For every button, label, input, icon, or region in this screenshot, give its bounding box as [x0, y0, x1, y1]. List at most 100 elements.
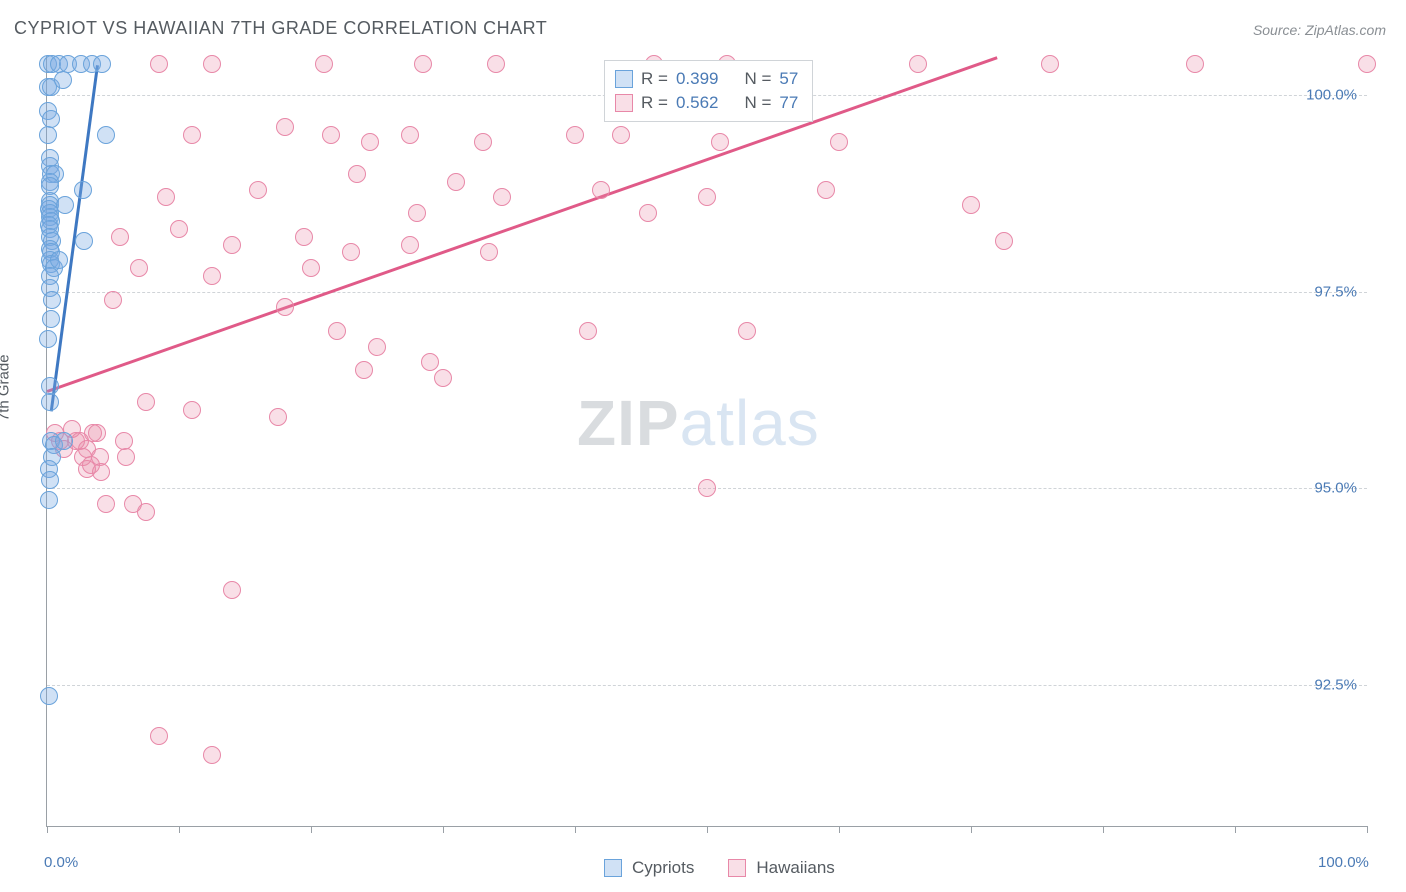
scatter-marker [909, 55, 927, 73]
scatter-marker [817, 181, 835, 199]
scatter-marker [592, 181, 610, 199]
scatter-marker [117, 448, 135, 466]
scatter-marker [342, 243, 360, 261]
x-tick [1103, 826, 1104, 833]
scatter-marker [1358, 55, 1376, 73]
scatter-marker [104, 291, 122, 309]
x-tick [443, 826, 444, 833]
scatter-marker [315, 55, 333, 73]
watermark-part1: ZIP [577, 387, 680, 459]
scatter-marker [401, 236, 419, 254]
y-tick-label: 100.0% [1306, 87, 1357, 104]
legend-swatch [728, 859, 746, 877]
scatter-marker [249, 181, 267, 199]
scatter-marker [493, 188, 511, 206]
scatter-marker [962, 196, 980, 214]
scatter-marker [711, 133, 729, 151]
gridline [47, 685, 1367, 686]
legend-swatch [615, 94, 633, 112]
legend-swatch [615, 70, 633, 88]
scatter-marker [92, 463, 110, 481]
scatter-marker [55, 432, 73, 450]
scatter-marker [269, 408, 287, 426]
scatter-marker [355, 361, 373, 379]
watermark: ZIPatlas [577, 386, 820, 460]
r-value: 0.399 [676, 69, 719, 89]
scatter-marker [738, 322, 756, 340]
scatter-marker [170, 220, 188, 238]
n-label: N = [744, 93, 771, 113]
scatter-marker [150, 727, 168, 745]
x-tick [311, 826, 312, 833]
plot-area: ZIPatlas 92.5%95.0%97.5%100.0% [46, 56, 1367, 827]
scatter-marker [42, 310, 60, 328]
bottom-legend: Cypriots Hawaiians [604, 858, 859, 878]
x-tick [47, 826, 48, 833]
scatter-marker [830, 133, 848, 151]
trend-line [47, 56, 998, 392]
scatter-marker [474, 133, 492, 151]
legend-swatch [604, 859, 622, 877]
x-tick [179, 826, 180, 833]
scatter-marker [1041, 55, 1059, 73]
scatter-marker [203, 267, 221, 285]
x-tick [707, 826, 708, 833]
scatter-marker [995, 232, 1013, 250]
scatter-marker [97, 495, 115, 513]
x-tick [839, 826, 840, 833]
scatter-marker [421, 353, 439, 371]
scatter-marker [276, 298, 294, 316]
x-tick-label: 100.0% [1318, 854, 1369, 871]
scatter-marker [54, 71, 72, 89]
scatter-marker [203, 746, 221, 764]
n-value: 57 [779, 69, 798, 89]
legend-label: Hawaiians [756, 858, 834, 878]
scatter-marker [698, 479, 716, 497]
scatter-marker [183, 401, 201, 419]
r-label: R = [641, 69, 668, 89]
scatter-marker [39, 126, 57, 144]
scatter-marker [408, 204, 426, 222]
scatter-marker [41, 393, 59, 411]
watermark-part2: atlas [680, 387, 820, 459]
scatter-marker [183, 126, 201, 144]
scatter-marker [348, 165, 366, 183]
source-attribution: Source: ZipAtlas.com [1253, 22, 1386, 38]
scatter-marker [97, 126, 115, 144]
chart-title: CYPRIOT VS HAWAIIAN 7TH GRADE CORRELATIO… [14, 18, 547, 39]
scatter-marker [579, 322, 597, 340]
n-value: 77 [779, 93, 798, 113]
scatter-marker [88, 424, 106, 442]
scatter-marker [322, 126, 340, 144]
scatter-marker [40, 491, 58, 509]
scatter-marker [39, 330, 57, 348]
n-label: N = [744, 69, 771, 89]
scatter-marker [223, 581, 241, 599]
scatter-marker [414, 55, 432, 73]
y-tick-label: 95.0% [1314, 480, 1357, 497]
gridline [47, 292, 1367, 293]
scatter-marker [1186, 55, 1204, 73]
y-axis-label: 7th Grade [0, 354, 13, 421]
stats-row: R =0.562N =77 [615, 91, 798, 115]
stats-legend-box: R =0.399N =57R =0.562N =77 [604, 60, 813, 122]
scatter-marker [43, 291, 61, 309]
scatter-marker [157, 188, 175, 206]
scatter-marker [295, 228, 313, 246]
scatter-marker [137, 503, 155, 521]
x-tick [1235, 826, 1236, 833]
scatter-marker [566, 126, 584, 144]
x-tick-label: 0.0% [44, 854, 78, 871]
r-label: R = [641, 93, 668, 113]
legend-label: Cypriots [632, 858, 694, 878]
scatter-marker [302, 259, 320, 277]
scatter-marker [639, 204, 657, 222]
y-tick-label: 97.5% [1314, 283, 1357, 300]
chart-container: CYPRIOT VS HAWAIIAN 7TH GRADE CORRELATIO… [0, 0, 1406, 892]
scatter-marker [130, 259, 148, 277]
scatter-marker [434, 369, 452, 387]
scatter-marker [223, 236, 241, 254]
scatter-marker [276, 118, 294, 136]
x-tick [971, 826, 972, 833]
x-tick [1367, 826, 1368, 833]
